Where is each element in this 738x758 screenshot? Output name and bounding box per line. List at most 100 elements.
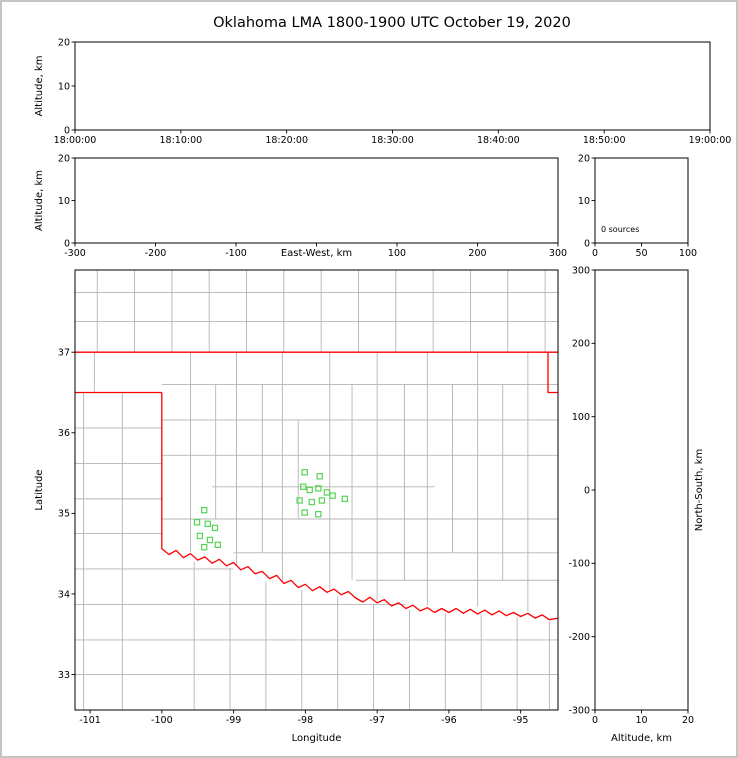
x-tick-label: -96 <box>441 715 457 726</box>
y-axis-ticks: 0 10 20 <box>58 153 75 249</box>
x-tick-label: 10 <box>635 715 647 726</box>
x-tick-label: 0 <box>592 715 598 726</box>
x-tick-label: -97 <box>369 715 385 726</box>
x-tick-label: 100 <box>679 248 697 259</box>
panel-frame <box>74 157 559 244</box>
y-tick-label: -300 <box>568 705 590 716</box>
lma-source-point <box>316 473 323 480</box>
y-axis-label-right: North-South, km <box>694 449 705 532</box>
lma-source-point <box>329 492 336 499</box>
y-tick-label: 20 <box>58 37 70 48</box>
x-tick-label: -95 <box>513 715 529 726</box>
y-tick-label: 0 <box>584 485 590 496</box>
x-tick-label: 0 <box>592 248 598 259</box>
altitude-histogram-panel: 0 50 100 0 10 20 0 sources <box>578 153 697 259</box>
x-tick-label: 19:00:00 <box>689 135 732 146</box>
north-south-height-panel: 0 10 20 -300 -200 -100 0 100 200 300 Altitude, km N… <box>568 265 705 744</box>
source-count-annotation: 0 sources <box>601 225 639 234</box>
y-tick-label: 36 <box>58 428 70 439</box>
x-tick-label: -101 <box>79 715 101 726</box>
y-tick-label: 10 <box>58 81 70 92</box>
lma-source-point <box>200 544 208 551</box>
lma-source-point <box>300 483 307 490</box>
x-tick-label: -99 <box>226 715 242 726</box>
y-tick-label: -200 <box>568 632 590 643</box>
lma-source-point <box>214 541 222 548</box>
x-axis-label: Altitude, km <box>611 733 672 744</box>
lma-source-point <box>211 524 219 532</box>
y-axis-ticks: 0 10 20 <box>578 153 595 249</box>
y-tick-label: 34 <box>58 589 70 600</box>
state-border <box>75 351 558 621</box>
lma-source-point <box>206 536 214 544</box>
y-axis-ticks: 33 34 35 36 37 <box>58 347 75 681</box>
lma-source-point <box>315 485 322 492</box>
y-axis-ticks: -300 -200 -100 0 100 200 300 <box>568 265 595 716</box>
plan-view-map-panel: -101 -100 -99 -98 -97 -96 -95 33 34 35 36 37 Longitu… <box>34 269 559 744</box>
y-tick-label: 0 <box>64 238 70 249</box>
x-axis-ticks: -101 -100 -99 -98 -97 -96 -95 <box>79 710 528 726</box>
east-west-height-panel: -300 -200 -100 100 200 300 0 10 20 East-West, km A… <box>34 153 567 259</box>
missouri-arkansas-border <box>547 352 558 394</box>
x-axis-label: East-West, km <box>281 248 352 259</box>
panel-frame <box>74 41 711 131</box>
plot-root: 18:00:00 18:10:00 18:20:00 18:30:00 18:40:00… <box>34 37 731 744</box>
x-axis-label: Longitude <box>292 733 342 744</box>
county-borders <box>75 270 558 710</box>
y-tick-label: 20 <box>58 153 70 164</box>
x-tick-label: -98 <box>298 715 314 726</box>
x-tick-label: -300 <box>64 248 86 259</box>
lma-source-point <box>204 520 211 528</box>
x-tick-label: 18:40:00 <box>477 135 520 146</box>
y-tick-label: -100 <box>568 559 590 570</box>
y-tick-label: 200 <box>572 339 590 350</box>
x-axis-ticks: 18:00:00 18:10:00 18:20:00 18:30:00 18:40:00… <box>54 130 732 146</box>
x-tick-label: 100 <box>388 248 406 259</box>
panel-frame <box>74 269 559 711</box>
lma-source-point <box>315 510 322 518</box>
x-tick-label: 18:50:00 <box>583 135 626 146</box>
x-axis-ticks: 0 50 100 <box>592 243 697 259</box>
x-tick-label: -200 <box>145 248 167 259</box>
y-axis-label: Altitude, km <box>34 56 45 117</box>
lma-source-point <box>193 519 201 526</box>
x-tick-label: 200 <box>468 248 486 259</box>
y-tick-label: 0 <box>584 238 590 249</box>
y-tick-label: 300 <box>572 265 590 276</box>
y-tick-label: 10 <box>578 196 590 207</box>
y-tick-label: 37 <box>58 347 70 358</box>
y-tick-label: 33 <box>58 670 70 681</box>
texas-border-and-red-river <box>161 392 558 621</box>
x-axis-ticks: -300 -200 -100 100 200 300 <box>64 243 567 259</box>
lma-source-point <box>196 532 204 540</box>
y-axis-label: Altitude, km <box>34 170 45 231</box>
panel-frame <box>594 269 689 711</box>
x-tick-label: 18:10:00 <box>159 135 202 146</box>
x-tick-label: -100 <box>151 715 173 726</box>
lma-source-point <box>308 498 316 506</box>
lma-source-point <box>296 497 303 504</box>
lma-sources <box>193 469 349 551</box>
y-tick-label: 20 <box>578 153 590 164</box>
lma-source-point <box>301 469 308 476</box>
x-tick-label: 20 <box>682 715 694 726</box>
lma-source-point <box>301 509 308 516</box>
y-tick-label: 0 <box>64 125 70 136</box>
time-height-panel: 18:00:00 18:10:00 18:20:00 18:30:00 18:40:00… <box>34 37 731 146</box>
figure-title: Oklahoma LMA 1800-1900 UTC October 19, 2… <box>213 15 571 31</box>
x-tick-label: 50 <box>635 248 647 259</box>
y-tick-label: 100 <box>572 412 590 423</box>
y-axis-label: Latitude <box>34 469 45 510</box>
x-tick-label: 18:20:00 <box>265 135 308 146</box>
x-axis-ticks: 0 10 20 <box>592 710 694 726</box>
x-tick-label: 300 <box>549 248 567 259</box>
lma-source-point <box>318 497 326 504</box>
lma-source-point <box>341 495 349 503</box>
x-tick-label: 18:30:00 <box>371 135 414 146</box>
lma-source-point <box>323 489 331 496</box>
y-tick-label: 35 <box>58 509 70 520</box>
x-tick-label: -100 <box>225 248 247 259</box>
x-tick-label: 18:00:00 <box>54 135 97 146</box>
